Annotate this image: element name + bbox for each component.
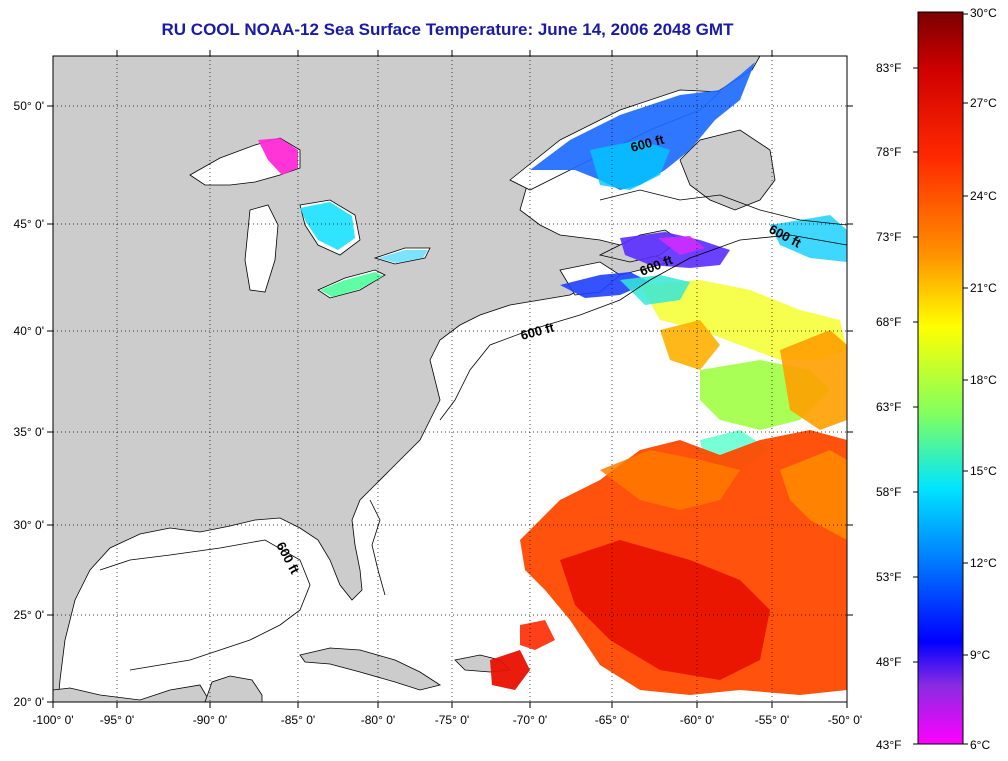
lon-label: -55° 0' xyxy=(755,713,789,727)
colorbar-celsius-label: 30°C xyxy=(970,6,997,20)
colorbar-celsius-label: 18°C xyxy=(970,373,997,387)
colorbar-fahrenheit-label: 73°F xyxy=(876,230,902,244)
lat-label: 20° 0' xyxy=(14,695,44,709)
colorbar-fahrenheit-label: 58°F xyxy=(876,485,902,499)
colorbar-fahrenheit-label: 83°F xyxy=(876,61,902,75)
land-cuba xyxy=(299,647,441,691)
lon-label: -60° 0' xyxy=(680,713,714,727)
lake-michigan xyxy=(244,204,279,293)
lat-label: 35° 0' xyxy=(14,425,44,439)
lon-label: -65° 0' xyxy=(595,713,629,727)
colorbar-celsius-label: 21°C xyxy=(970,281,997,295)
lat-label: 25° 0' xyxy=(14,608,44,622)
colorbar-fahrenheit-label: 43°F xyxy=(876,738,902,752)
colorbar-ticks xyxy=(913,13,968,745)
contour-600ft xyxy=(99,189,847,671)
lon-label: -80° 0' xyxy=(361,713,395,727)
colorbar-fahrenheit-label: 53°F xyxy=(876,570,902,584)
lat-label: 50° 0' xyxy=(14,99,44,113)
colorbar-celsius-label: 27°C xyxy=(970,96,997,110)
colorbar xyxy=(917,11,964,745)
lon-label: -100° 0' xyxy=(32,713,73,727)
lon-label: -50° 0' xyxy=(828,713,862,727)
graticule xyxy=(53,56,847,702)
lat-label: 45° 0' xyxy=(14,217,44,231)
lon-label: -75° 0' xyxy=(435,713,469,727)
colorbar-fahrenheit-label: 63°F xyxy=(876,400,902,414)
longitude-labels: -100° 0' -95° 0' -90° 0' -85° 0' -80° 0'… xyxy=(32,713,862,727)
land-newfoundland xyxy=(679,129,776,211)
land-north-america xyxy=(53,56,761,702)
colorbar-celsius-label: 12°C xyxy=(970,556,997,570)
map-title: RU COOL NOAA-12 Sea Surface Temperature:… xyxy=(161,20,734,39)
colorbar-celsius-label: 15°C xyxy=(970,464,997,478)
colorbar-celsius-label: 24°C xyxy=(970,189,997,203)
colorbar-fahrenheit-label: 68°F xyxy=(876,315,902,329)
lon-label: -90° 0' xyxy=(193,713,227,727)
colorbar-fahrenheit-label: 78°F xyxy=(876,145,902,159)
lon-label: -95° 0' xyxy=(100,713,134,727)
plot-frame xyxy=(52,55,848,703)
lon-label: -70° 0' xyxy=(513,713,547,727)
lat-label: 40° 0' xyxy=(14,324,44,338)
sst-overlay xyxy=(258,62,847,695)
colorbar-celsius-label: 9°C xyxy=(970,648,991,662)
latitude-labels: 20° 0' 25° 0' 30° 0' 35° 0' 40° 0' 45° 0… xyxy=(14,99,44,709)
lon-label: -85° 0' xyxy=(281,713,315,727)
colorbar-celsius-label: 6°C xyxy=(970,738,991,752)
land-yucatan-peninsula xyxy=(204,675,263,702)
lat-label: 30° 0' xyxy=(14,518,44,532)
colorbar-fahrenheit-label: 48°F xyxy=(876,655,902,669)
tick-marks xyxy=(47,50,853,708)
